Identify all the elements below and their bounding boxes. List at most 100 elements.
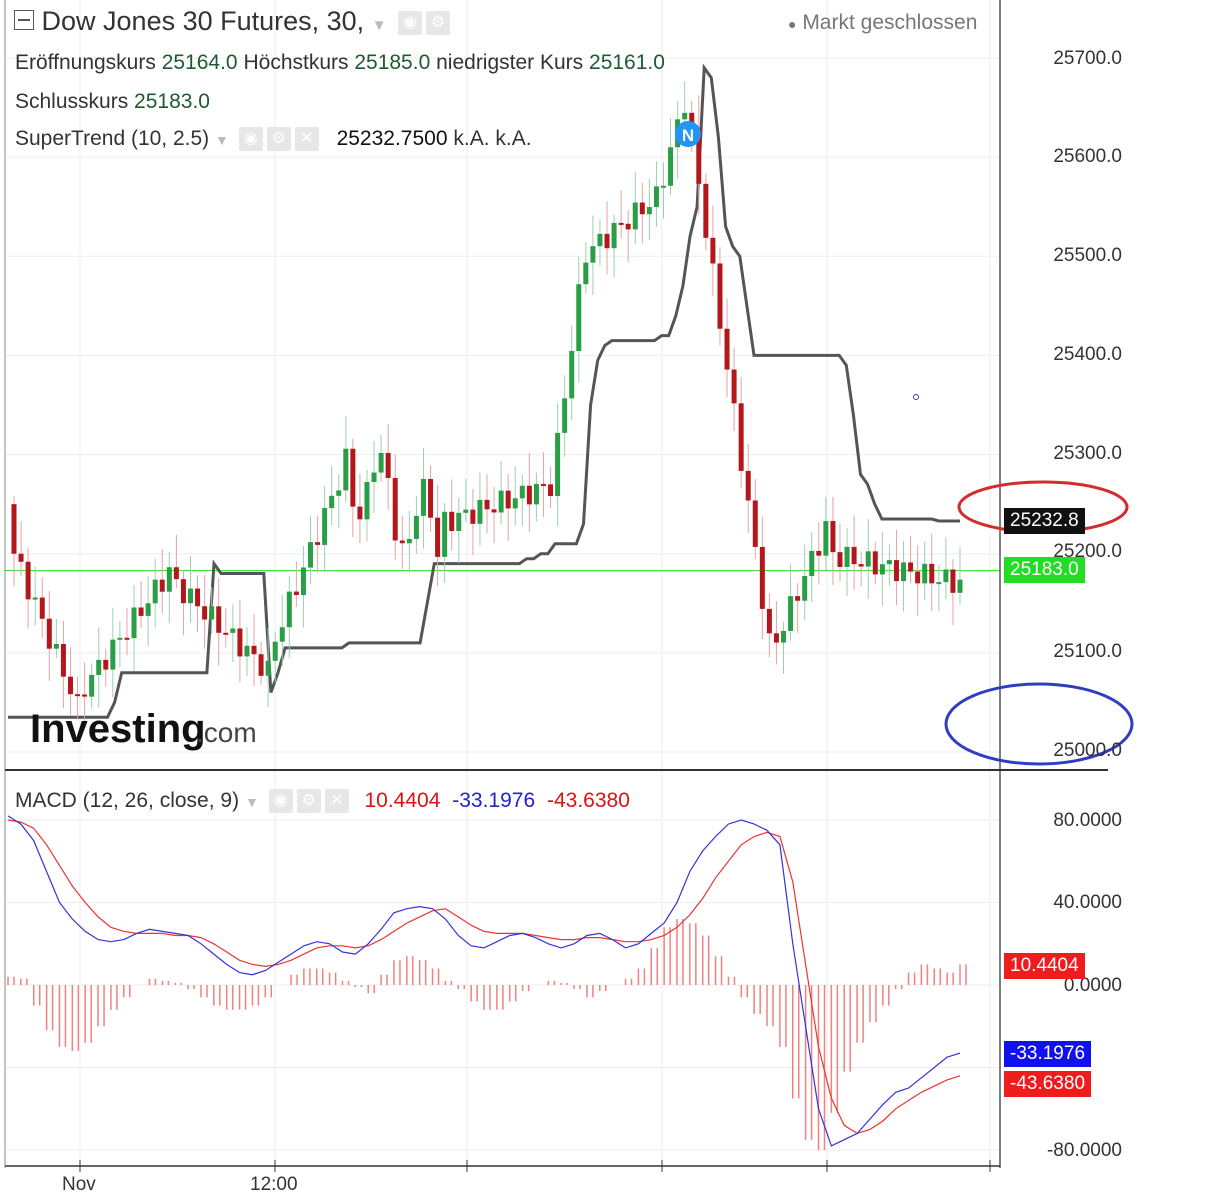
candle-body xyxy=(781,630,787,643)
candle-body xyxy=(399,540,405,544)
candle-body xyxy=(463,509,469,513)
candle-body xyxy=(173,567,179,580)
candle-body xyxy=(886,560,892,565)
close-icon[interactable]: ✕ xyxy=(294,127,319,152)
candle-body xyxy=(46,618,52,649)
candle-body xyxy=(32,597,38,600)
news-marker[interactable] xyxy=(675,121,701,147)
candle-body xyxy=(145,603,151,616)
candle-body xyxy=(272,641,278,661)
candle-body xyxy=(505,490,511,509)
market-status: ● Markt geschlossen xyxy=(788,11,977,35)
candle-body xyxy=(872,551,878,575)
time-label-nov: Nov xyxy=(62,1174,96,1195)
macd-line-value: -33.1976 xyxy=(452,789,536,812)
open-value: 25164.0 xyxy=(161,51,238,74)
candle-body xyxy=(53,643,59,649)
candle-body xyxy=(187,588,193,604)
price-tick: 25600.0 xyxy=(1053,146,1122,167)
candle-body xyxy=(131,607,137,639)
candle-body xyxy=(315,542,321,545)
candle-body xyxy=(908,562,914,572)
candle-body xyxy=(308,542,314,568)
candle-body xyxy=(265,660,271,676)
low-value: 25161.0 xyxy=(589,51,665,74)
candle-body xyxy=(484,499,490,510)
gear-icon[interactable]: ⚙ xyxy=(296,789,321,814)
eye-icon[interactable]: ◉ xyxy=(268,789,293,814)
candle-body xyxy=(731,369,737,404)
candle-body xyxy=(901,562,907,582)
eye-icon[interactable]: ◉ xyxy=(238,127,263,152)
last-price-tag: 25183.0 xyxy=(1004,557,1085,583)
candle-body xyxy=(533,483,539,505)
eye-icon[interactable]: ◉ xyxy=(398,10,423,35)
candle-body xyxy=(230,628,236,633)
macd-tag: -33.1976 xyxy=(1004,1041,1092,1067)
supertrend-price-tag: 25232.8 xyxy=(1004,508,1085,534)
close-icon[interactable]: ✕ xyxy=(324,789,349,814)
candle-body xyxy=(893,560,899,582)
candle-body xyxy=(435,517,441,557)
candle-body xyxy=(223,632,229,635)
watermark-logo: Investing xyxy=(30,707,206,751)
candle-body xyxy=(879,564,885,575)
candle-body xyxy=(152,579,158,604)
candle-body xyxy=(858,564,864,567)
watermark-suffix: .com xyxy=(196,717,257,748)
candle-body xyxy=(957,579,963,593)
supertrend-value: 25232.7500 xyxy=(336,127,448,150)
hist-tag: 10.4404 xyxy=(1004,953,1085,979)
candle-body xyxy=(378,452,384,473)
gear-icon[interactable]: ⚙ xyxy=(266,127,291,152)
candle-body xyxy=(39,597,45,619)
small-dot xyxy=(913,394,919,400)
candle-body xyxy=(943,569,949,583)
candle-body xyxy=(519,485,525,499)
candle-body xyxy=(180,579,186,604)
candle-body xyxy=(420,478,426,516)
supertrend-legend: SuperTrend (10, 2.5) ▼ ◉ ⚙ ✕ 25232.7500 k.… xyxy=(15,127,532,152)
candle-body xyxy=(540,483,546,486)
ohlc-row-1: Eröffnungskurs 25164.0 Höchstkurs 25185.… xyxy=(15,51,665,75)
candle-body xyxy=(357,506,363,520)
candle-body xyxy=(103,659,109,670)
candle-body xyxy=(773,633,779,643)
candle-body xyxy=(696,128,702,184)
chevron-down-icon[interactable]: ▼ xyxy=(244,794,259,810)
candle-body xyxy=(752,500,758,547)
low-label: niedrigster Kurs xyxy=(436,51,584,74)
candle-body xyxy=(11,504,17,554)
candle-body xyxy=(477,499,483,524)
price-tick: 25200.0 xyxy=(1053,541,1122,562)
candle-body xyxy=(406,538,412,544)
candle-body xyxy=(512,498,518,509)
candle-body xyxy=(159,579,165,592)
gear-icon[interactable]: ⚙ xyxy=(426,10,451,35)
candle-body xyxy=(364,481,370,520)
candle-body xyxy=(929,563,935,584)
candle-body xyxy=(237,628,243,657)
candle-body xyxy=(660,185,666,188)
macd-signal-line xyxy=(7,819,961,1135)
chevron-down-icon[interactable]: ▼ xyxy=(371,17,387,34)
signal-tag: -43.6380 xyxy=(1004,1071,1092,1097)
macd-legend: MACD (12, 26, close, 9) ▼ ◉ ⚙ ✕ 10.4404 -3… xyxy=(15,789,630,814)
price-tick: 25100.0 xyxy=(1053,641,1122,662)
chevron-down-icon[interactable]: ▼ xyxy=(215,132,229,148)
candle-body xyxy=(830,521,836,553)
candle-body xyxy=(251,645,257,655)
candle-body xyxy=(456,512,462,531)
candle-body xyxy=(258,654,264,676)
candle-body xyxy=(823,521,829,556)
price-tick: 25000.0 xyxy=(1053,740,1122,761)
square-minus-icon[interactable] xyxy=(14,9,34,30)
candle-body xyxy=(576,284,582,352)
candle-body xyxy=(922,563,928,584)
candle-body xyxy=(96,659,102,675)
close-value: 25183.0 xyxy=(134,90,210,113)
candle-body xyxy=(632,202,638,230)
candle-body xyxy=(646,207,652,215)
candle-body xyxy=(583,262,589,285)
